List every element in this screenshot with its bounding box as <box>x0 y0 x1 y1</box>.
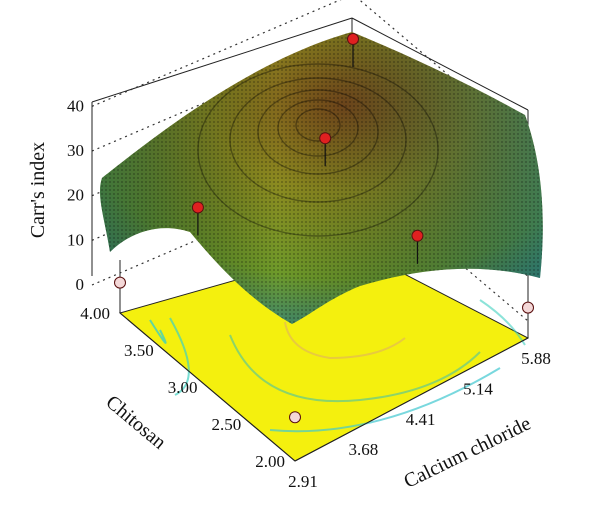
x-tick-label: 5.88 <box>521 349 551 368</box>
design-point <box>411 229 424 242</box>
z-tick-label: 20 <box>67 186 84 205</box>
y-tick-label: 4.00 <box>80 304 110 323</box>
floor-contours <box>149 299 526 433</box>
y-tick-label: 3.00 <box>168 378 198 397</box>
x-tick-label: 4.41 <box>406 410 436 429</box>
y-tick-label: 2.50 <box>212 415 242 434</box>
design-point <box>347 33 359 46</box>
y-axis-title: Chitosan <box>102 391 171 454</box>
design-point <box>289 411 301 424</box>
z-tick-label: 10 <box>67 230 84 249</box>
design-point <box>522 301 534 314</box>
design-point <box>319 132 332 145</box>
z-tick-label: 0 <box>76 275 85 294</box>
tick-labels: 0 10 20 30 40 2.91 3.68 4.41 5.14 5.88 2.00 2.50 3.0… <box>67 96 551 491</box>
surface-contour-rings <box>197 63 439 237</box>
design-point <box>114 276 126 289</box>
z-tick-label: 30 <box>67 141 84 160</box>
design-point <box>191 201 204 214</box>
y-tick-label: 3.50 <box>124 341 154 360</box>
z-tick-label: 40 <box>67 96 84 115</box>
z-axis-title: Carr's index <box>27 142 49 238</box>
design-points <box>114 33 534 424</box>
x-tick-label: 2.91 <box>288 472 318 491</box>
y-tick-label: 2.00 <box>255 452 285 471</box>
x-tick-label: 5.14 <box>463 380 493 399</box>
front-axes <box>91 102 529 462</box>
x-tick-label: 3.68 <box>349 440 379 459</box>
